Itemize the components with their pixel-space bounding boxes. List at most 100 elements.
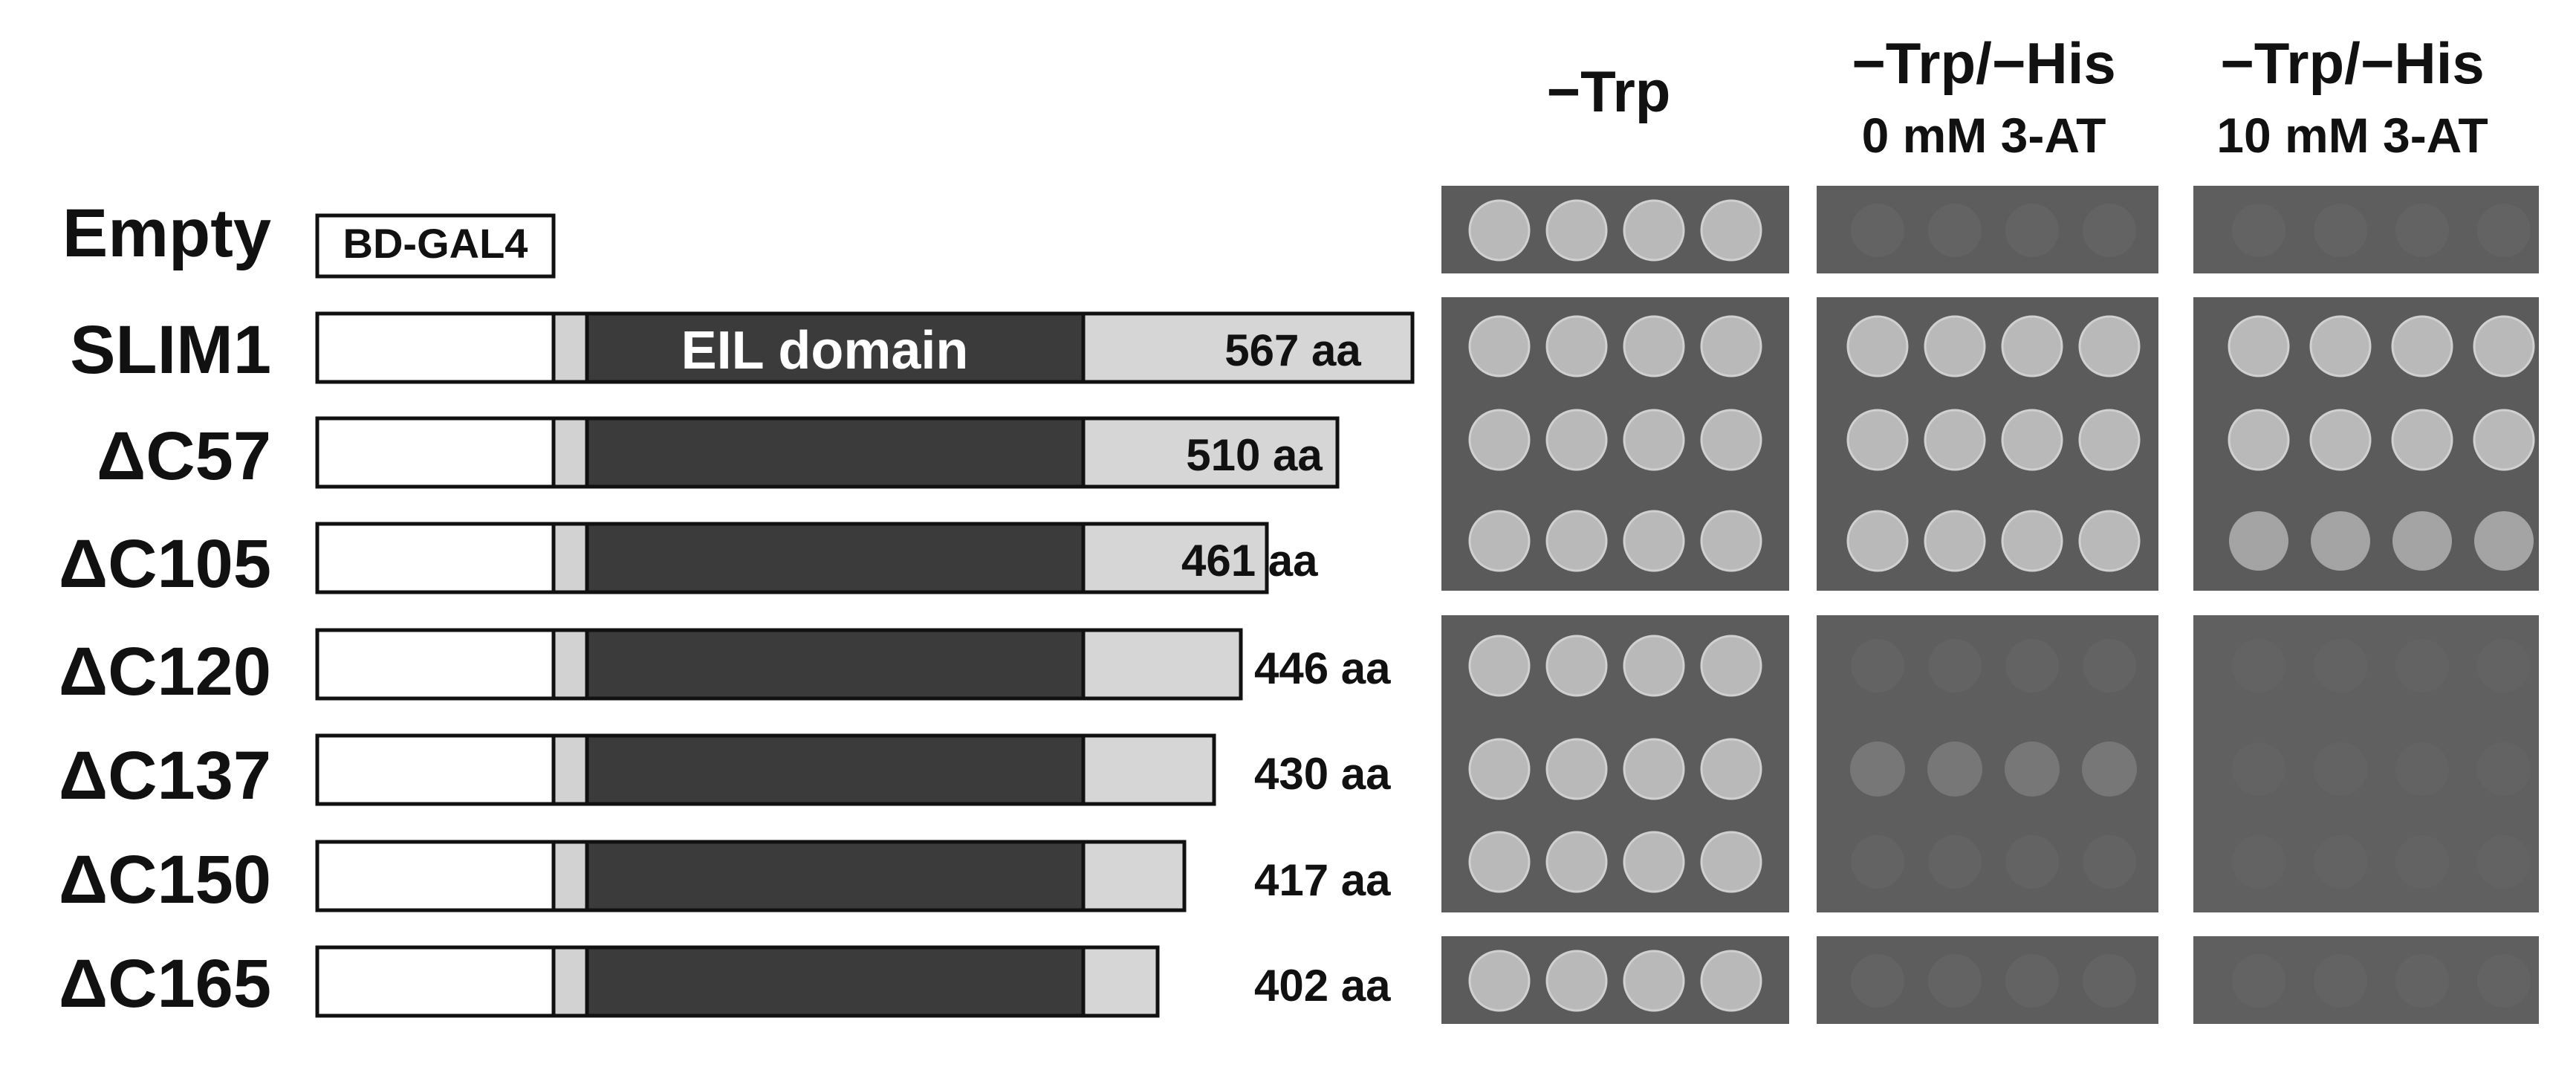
yeast-spot [2001, 409, 2063, 471]
length-label: 461 aa [1181, 536, 1318, 586]
yeast-spot [1468, 738, 1531, 800]
yeast-spot [2314, 639, 2367, 693]
yeast-spot [2228, 315, 2290, 377]
yeast-spot [1851, 954, 1904, 1008]
yeast-spot [2477, 835, 2531, 889]
yeast-spot [2314, 954, 2367, 1008]
yeast-spot [2473, 315, 2535, 377]
bar-dc120: 446 aa [315, 628, 1391, 701]
yeast-spot [1468, 635, 1531, 697]
yeast-spot [2232, 204, 2285, 257]
bd-region [315, 733, 556, 806]
linker-region [551, 733, 589, 806]
yeast-spot [2083, 204, 2136, 257]
yeast-spot [1700, 409, 1762, 471]
bd-gal4-label: BD-GAL4 [343, 220, 528, 267]
bd-region [315, 945, 556, 1018]
yeast-spot [2078, 409, 2141, 471]
bar-dc57: 510 aa [315, 416, 1340, 489]
yeast-spot [2395, 835, 2449, 889]
yeast-spot [1623, 635, 1685, 697]
yeast-spot [1851, 639, 1904, 693]
yeast-spot [2232, 742, 2285, 796]
yeast-spot [2005, 204, 2059, 257]
yeast-spot [2314, 204, 2367, 257]
label-dc105: ΔC105 [59, 526, 271, 602]
yeast-spot [2005, 639, 2059, 693]
yeast-spot [1846, 409, 1909, 471]
yeast-spot [2473, 409, 2535, 471]
bd-region [315, 522, 556, 594]
length-label: 510 aa [1186, 430, 1323, 480]
yeast-spot [1623, 950, 1685, 1012]
length-label: 417 aa [1254, 855, 1391, 905]
c-terminal-region [1081, 522, 1269, 594]
empty-vector-diagram: BD-GAL4 [315, 213, 556, 279]
yeast-spot [1545, 409, 1608, 471]
linker-region [551, 840, 589, 912]
yeast-spot [1700, 831, 1762, 893]
yeast-spot [2229, 511, 2288, 571]
label-slim1: SLIM1 [70, 312, 271, 388]
yeast-spot [1545, 950, 1608, 1012]
yeast-spot [2232, 835, 2285, 889]
bar-dc165: 402 aa [315, 945, 1391, 1018]
yeast-spot [1545, 635, 1608, 697]
yeast-spot [1623, 315, 1685, 377]
yeast-spot [2477, 742, 2531, 796]
label-dc57: ΔC57 [97, 418, 271, 494]
yeast-spot [2391, 409, 2453, 471]
bd-region [315, 311, 556, 384]
yeast-spot [1468, 409, 1531, 471]
eil-domain [585, 628, 1086, 701]
yeast-spot [2001, 510, 2063, 572]
length-label: 446 aa [1254, 643, 1391, 693]
yeast-spot [1924, 409, 1986, 471]
yeast-spot [2232, 954, 2285, 1008]
yeast-spot [2005, 835, 2059, 889]
yeast-spot [1928, 954, 1982, 1008]
eil-domain [585, 522, 1086, 594]
header-trp-his-10-line1: −Trp/−His [2220, 30, 2485, 96]
bd-region [315, 840, 556, 912]
header-trp: −Trp [1547, 59, 1671, 124]
yeast-spot [1700, 950, 1762, 1012]
header-trp-his-0-line1: −Trp/−His [1852, 30, 2116, 96]
yeast-spot [1545, 831, 1608, 893]
yeast-spot [1623, 510, 1685, 572]
construct-labels: Empty SLIM1 ΔC57 ΔC105 ΔC120 ΔC137 ΔC150… [59, 195, 271, 1022]
label-dc150: ΔC150 [59, 842, 271, 918]
yeast-spot [1468, 950, 1531, 1012]
yeast-spot [2083, 835, 2136, 889]
yeast-spot [2082, 742, 2137, 797]
bd-gal4-box [315, 213, 556, 279]
yeast-spot [2078, 510, 2141, 572]
condition-headers: −Trp −Trp/−His 0 mM 3-AT −Trp/−His 10 mM… [1547, 30, 2488, 163]
plate-panels [1441, 186, 2539, 1024]
eil-domain [585, 945, 1086, 1018]
yeast-spot [2314, 835, 2367, 889]
yeast-spot [2083, 954, 2136, 1008]
yeast-spot [2477, 639, 2531, 693]
yeast-spot [1623, 738, 1685, 800]
yeast-spot [1927, 742, 1982, 797]
c-terminal-region [1081, 733, 1216, 806]
length-label: 402 aa [1254, 961, 1391, 1011]
yeast-spot [1928, 639, 1982, 693]
yeast-spot [2232, 639, 2285, 693]
yeast-spot [2083, 639, 2136, 693]
yeast-spot [1623, 409, 1685, 471]
yeast-spot [1700, 635, 1762, 697]
yeast-spot [2314, 742, 2367, 796]
eil-domain-label: EIL domain [681, 321, 969, 380]
length-label: 567 aa [1224, 325, 1361, 375]
label-empty: Empty [62, 195, 271, 271]
yeast-spot [1700, 315, 1762, 377]
linker-region [551, 311, 589, 384]
yeast-spot [1928, 204, 1982, 257]
yeast-spot [1846, 510, 1909, 572]
yeast-spot [1924, 510, 1986, 572]
yeast-spot [2309, 409, 2372, 471]
yeast-spot [1545, 510, 1608, 572]
